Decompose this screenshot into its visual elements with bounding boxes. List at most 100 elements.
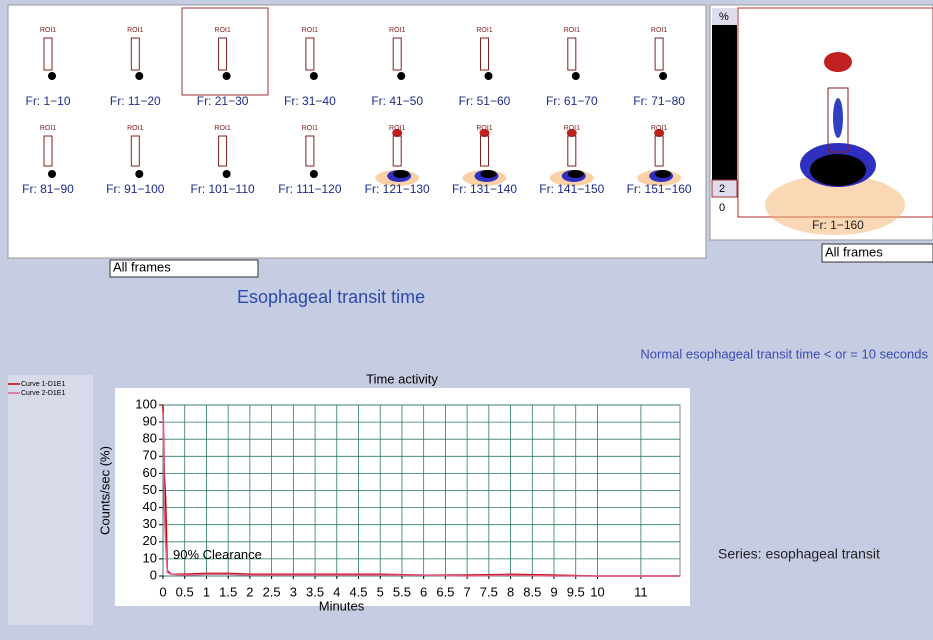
y-tick-label: 0 bbox=[150, 567, 157, 582]
y-tick-label: 30 bbox=[143, 516, 157, 531]
thumb-label: Fr: 11−20 bbox=[110, 94, 161, 108]
thumb-blob bbox=[568, 170, 584, 178]
color-scale bbox=[712, 25, 737, 180]
thumb-roi-label: ROI1 bbox=[389, 27, 405, 34]
thumb-label: Fr: 81−90 bbox=[22, 182, 74, 196]
activity-column bbox=[833, 98, 843, 138]
y-axis-label: Counts/sec (%) bbox=[97, 446, 112, 535]
x-tick-label: 4 bbox=[333, 584, 340, 599]
thumb-roi-label: ROI1 bbox=[389, 125, 405, 132]
y-tick-label: 20 bbox=[143, 533, 157, 548]
y-tick-label: 10 bbox=[143, 550, 157, 565]
thumb-label: Fr: 111−120 bbox=[278, 182, 342, 196]
thumb-blob bbox=[397, 72, 405, 80]
frames-dropdown-text: All frames bbox=[113, 259, 171, 274]
x-tick-label: 7 bbox=[464, 584, 471, 599]
thumb-roi-label: ROI1 bbox=[40, 27, 56, 34]
y-tick-label: 60 bbox=[143, 465, 157, 480]
x-tick-label: 4.5 bbox=[349, 584, 367, 599]
thumb-roi-label: ROI1 bbox=[214, 125, 230, 132]
legend-label: Curve 2-D1E1 bbox=[21, 390, 65, 397]
x-tick-label: 6.5 bbox=[436, 584, 454, 599]
thumb-label: Fr: 121−130 bbox=[365, 182, 430, 196]
thumb-blob bbox=[48, 170, 56, 178]
thumb-roi-label: ROI1 bbox=[564, 125, 580, 132]
thumb-blob bbox=[310, 72, 318, 80]
thumb-label: Fr: 51−60 bbox=[459, 94, 511, 108]
thumb-blob bbox=[655, 170, 671, 178]
scale-mid: 2 bbox=[719, 183, 725, 195]
annotation: 90% Clearance bbox=[173, 547, 262, 562]
x-tick-label: 10 bbox=[590, 584, 604, 599]
y-tick-label: 70 bbox=[143, 448, 157, 463]
x-tick-label: 6 bbox=[420, 584, 427, 599]
x-tick-label: 0 bbox=[159, 584, 166, 599]
thumb-label: Fr: 21−30 bbox=[197, 94, 249, 108]
activity-core bbox=[810, 154, 866, 186]
heading: Esophageal transit time bbox=[237, 287, 425, 307]
thumb-blob bbox=[223, 170, 231, 178]
thumb-roi-label: ROI1 bbox=[302, 125, 318, 132]
thumb-label: Fr: 141−150 bbox=[539, 182, 604, 196]
x-tick-label: 8 bbox=[507, 584, 514, 599]
y-tick-label: 80 bbox=[143, 431, 157, 446]
scale-bottom: 0 bbox=[719, 202, 725, 214]
thumb-roi-label: ROI1 bbox=[476, 125, 492, 132]
scale-top: % bbox=[719, 11, 729, 23]
thumb-roi-label: ROI1 bbox=[564, 27, 580, 34]
thumb-blob bbox=[223, 72, 231, 80]
thumb-roi-label: ROI1 bbox=[127, 27, 143, 34]
thumbnail-panel bbox=[8, 5, 706, 258]
thumb-roi-label: ROI1 bbox=[127, 125, 143, 132]
thumb-label: Fr: 41−50 bbox=[371, 94, 423, 108]
thumb-label: Fr: 31−40 bbox=[284, 94, 336, 108]
x-tick-label: 9.5 bbox=[567, 584, 585, 599]
x-tick-label: 0.5 bbox=[176, 584, 194, 599]
thumb-blob bbox=[485, 72, 493, 80]
y-tick-label: 100 bbox=[135, 396, 157, 411]
thumb-blob bbox=[572, 72, 580, 80]
thumb-label: Fr: 151−160 bbox=[627, 182, 692, 196]
x-tick-label: 3.5 bbox=[306, 584, 324, 599]
x-axis-label: Minutes bbox=[319, 598, 365, 613]
normal-note: Normal esophageal transit time < or = 10… bbox=[640, 346, 928, 361]
thumb-label: Fr: 91−100 bbox=[106, 182, 165, 196]
thumb-roi-label: ROI1 bbox=[40, 125, 56, 132]
activity-top bbox=[824, 52, 852, 72]
x-tick-label: 1.5 bbox=[219, 584, 237, 599]
x-tick-label: 11 bbox=[634, 584, 648, 599]
x-tick-label: 7.5 bbox=[480, 584, 498, 599]
x-tick-label: 2.5 bbox=[263, 584, 281, 599]
x-tick-label: 5.5 bbox=[393, 584, 411, 599]
y-tick-label: 40 bbox=[143, 499, 157, 514]
x-tick-label: 8.5 bbox=[523, 584, 541, 599]
thumb-blob bbox=[393, 170, 409, 178]
x-tick-label: 3 bbox=[290, 584, 297, 599]
series-note: Series: esophageal transit bbox=[718, 546, 880, 562]
thumb-blob bbox=[310, 170, 318, 178]
x-tick-label: 1 bbox=[203, 584, 210, 599]
legend-label: Curve 1-D1E1 bbox=[21, 381, 65, 388]
thumb-blob bbox=[135, 170, 143, 178]
thumb-label: Fr: 131−140 bbox=[452, 182, 517, 196]
y-tick-label: 50 bbox=[143, 482, 157, 497]
x-tick-label: 5 bbox=[377, 584, 384, 599]
x-tick-label: 9 bbox=[550, 584, 557, 599]
thumb-roi-label: ROI1 bbox=[302, 27, 318, 34]
y-tick-label: 90 bbox=[143, 414, 157, 429]
x-tick-label: 2 bbox=[246, 584, 253, 599]
thumb-blob bbox=[135, 72, 143, 80]
thumb-roi-label: ROI1 bbox=[651, 27, 667, 34]
summary-dropdown-text: All frames bbox=[825, 244, 883, 259]
thumb-label: Fr: 61−70 bbox=[546, 94, 598, 108]
chart-title: Time activity bbox=[366, 371, 438, 386]
thumb-label: Fr: 101−110 bbox=[191, 182, 255, 196]
thumb-roi-label: ROI1 bbox=[476, 27, 492, 34]
summary-label: Fr: 1−160 bbox=[812, 218, 864, 232]
legend-panel bbox=[8, 375, 93, 625]
thumb-label: Fr: 1−10 bbox=[25, 94, 70, 108]
thumb-label: Fr: 71−80 bbox=[633, 94, 685, 108]
thumb-blob bbox=[48, 72, 56, 80]
thumb-roi-label: ROI1 bbox=[214, 27, 230, 34]
thumb-roi-label: ROI1 bbox=[651, 125, 667, 132]
